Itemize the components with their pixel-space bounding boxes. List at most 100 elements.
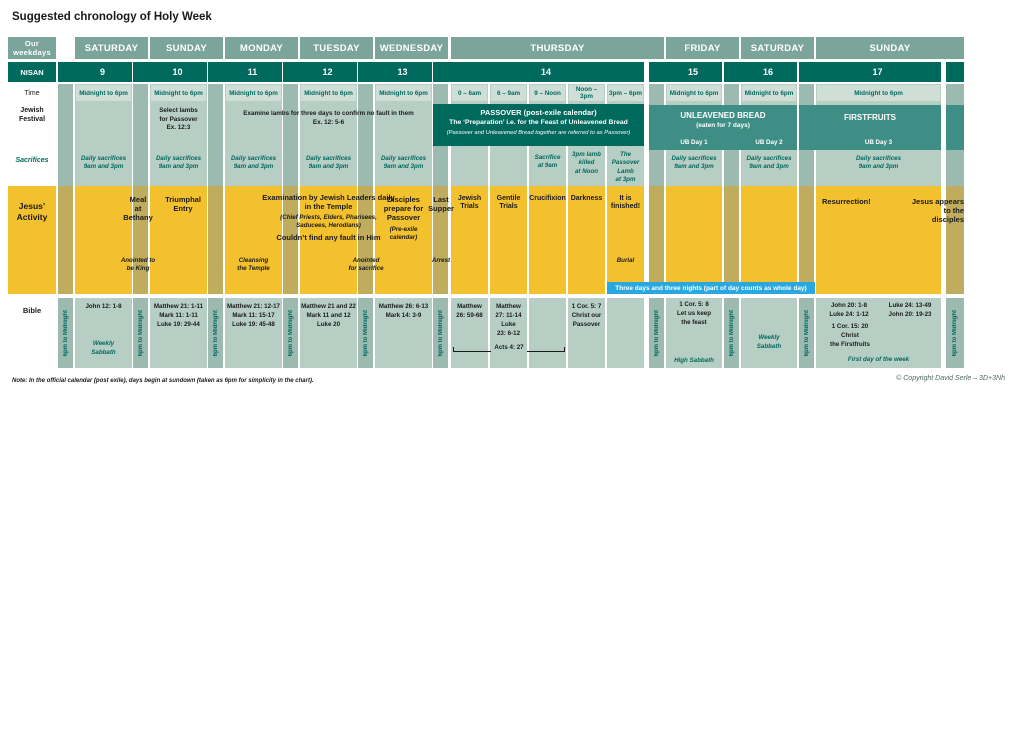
activity-jewish-trials: Jewish Trials [457,195,482,211]
evening-strip-activity-bg [133,186,148,294]
time-box-sun2: Midnight to 6pm [817,85,940,101]
row-label-bible: Bible [22,306,42,315]
evening-strip-bible-bg: 6pm to Midnight [433,298,448,368]
day-bible-bg [490,298,527,368]
sacrifices-wed: Daily sacrifices 9am and 3pm [380,155,427,171]
activity-anointed-king: Anointed to be King [120,257,156,273]
bible-ref-tue: Matthew 21 and 22 Mark 11 and 12 Luke 20 [301,303,356,328]
activity-label-box [8,186,56,294]
page-title: Suggested chronology of Holy Week [12,11,212,23]
day-activity-bg [225,186,282,294]
activity-resurrection: Resurrection! [822,197,871,206]
day-bible-bg [529,298,566,368]
copyright: © Copyright David Serle – 3D+3Nh [896,375,1005,382]
evening-strip-label: 6pm to Midnight [437,309,444,357]
evening-strip-bible-bg: 6pm to Midnight [649,298,664,368]
bible-ref-sun: Matthew 21: 1-11 Mark 11: 1-11 Luke 19: … [153,303,204,328]
activity-pre-exile: (Pre-exile calendar) [389,226,418,242]
bible-high-sabbath: High Sabbath [674,357,714,364]
festival-ub-sub: (eaten for 7 days) [696,122,750,129]
evening-strip-activity-bg [724,186,739,294]
time-slot-9-noon: 9 – Noon [530,85,565,101]
bible-weekly-sabbath-2: Weekly Sabbath [756,334,782,350]
evening-strip-activity-bg [58,186,73,294]
weekday-header-sunday-2: SUNDAY [816,37,964,59]
weekday-header-friday: FRIDAY [666,37,739,59]
evening-strip-label: 6pm to Midnight [212,309,219,357]
day-activity-bg [741,186,797,294]
sacrifices-sat: Daily sacrifices 9am and 3pm [80,155,127,171]
day-bible-bg [451,298,488,368]
evening-strip-label: 6pm to Midnight [62,309,69,357]
festival-examine-lambs: Examine lambs for three days to confirm … [243,110,414,126]
activity-arrest: Arrest [431,257,451,264]
evening-strip-activity-bg [208,186,223,294]
festival-ub-day2: UB Day 2 [755,139,783,146]
sacrifices-sun2: Daily sacrifices 9am and 3pm [855,155,902,171]
sacrifices-sat2: Daily sacrifices 9am and 3pm [746,155,792,171]
bible-ref-sun2-b: Luke 24: 13-49 John 20: 19-23 [888,302,932,318]
day-activity-bg [816,186,941,294]
evening-strip-label: 6pm to Midnight [803,309,810,357]
activity-triumphal-entry: Triumphal Entry [165,195,201,213]
weekday-header-tuesday: TUESDAY [300,37,373,59]
activity-leaders: (Chief Priests, Elders, Pharisees, Saduc… [280,214,377,230]
nisan-18-strip [946,62,964,82]
day-activity-bg [375,186,432,294]
bible-ref-mon: Matthew 21: 12-17 Mark 11: 15-17 Luke 19… [227,303,280,328]
time-box-fri: Midnight to 6pm [667,85,721,101]
evening-strip-activity-bg [799,186,814,294]
festival-unleavened-bread-box [649,105,797,150]
festival-firstfruits-title: FIRSTFRUITS [844,113,896,122]
bible-ref-sun2-a: John 20: 1-8 Luke 24: 1-12 [829,302,869,318]
day-cell-bg [375,84,432,186]
day-activity-bg [666,186,722,294]
day-bible-bg [300,298,357,368]
nisan-10: 10 [133,62,207,82]
bible-ref-wed: Matthew 26: 6-13 Mark 14: 3-9 [378,303,429,319]
evening-strip-label: 6pm to Midnight [137,309,144,357]
footnote: Note: In the official calendar (post exi… [12,378,314,384]
activity-no-fault: Couldn’t find any fault in Him [276,233,381,242]
activity-cleansing: Cleansing the Temple [237,257,270,273]
bible-ref-thu-gentile: Matthew 27: 11-14 Luke 23: 6-12 [495,303,522,337]
nisan-16: 16 [724,62,797,82]
sacrifices-fri: Daily sacrifices 9am and 3pm [671,155,717,171]
evening-strip-bible-bg: 6pm to Midnight [946,298,964,368]
weekday-header-saturday: SATURDAY [75,37,148,59]
day-bible-bg [75,298,132,368]
weekday-header-monday: MONDAY [225,37,298,59]
bible-ref-sat: John 12: 1-8 [85,303,122,310]
festival-passover-title: PASSOVER (post-exile calendar) [480,108,597,117]
festival-ub-day1: UB Day 1 [680,139,708,146]
activity-gentile-trials: Gentile Trials [496,195,521,211]
time-slot-3pm-6pm: 3pm – 6pm [608,85,643,101]
day-cell-bg [75,84,132,186]
day-bible-bg [741,298,797,368]
evening-strip-bg [358,84,373,186]
festival-passover-note: (Passover and Unleavened Bread together … [446,130,631,136]
sacrifice-lamb-noon: 3pm lamb killed at Noon [572,151,601,175]
weekday-header-wednesday: WEDNESDAY [375,37,448,59]
activity-crucifixion: Crucifixion [529,195,566,202]
evening-strip-label: 6pm to Midnight [362,309,369,357]
day-activity-bg [451,186,488,294]
time-slot-6-9am: 6 – 9am [491,85,526,101]
time-box-sat2: Midnight to 6pm [742,85,796,101]
evening-strip-bible-bg: 6pm to Midnight [358,298,373,368]
day-bible-bg [607,298,644,368]
day-activity-bg [568,186,605,294]
day-activity-bg [150,186,207,294]
time-slot-0-6am: 0 – 6am [452,85,487,101]
activity-it-is-finished: It is finished! [610,195,641,211]
festival-firstfruits-box [799,105,941,150]
nisan-11: 11 [208,62,282,82]
banner-three-days: Three days and three nights (part of day… [607,282,815,294]
evening-strip-bg [283,84,298,186]
evening-strip-bible-bg: 6pm to Midnight [58,298,73,368]
day-cell-bg [300,84,357,186]
evening-strip-activity-bg [358,186,373,294]
row-label-festival: Jewish Festival [18,107,46,123]
festival-passover-sub: The ‘Preparation’ i.e. for the Feast of … [449,119,628,126]
bible-ref-thu-passover: 1 Cor. 5: 7 Christ our Passover [571,303,602,328]
